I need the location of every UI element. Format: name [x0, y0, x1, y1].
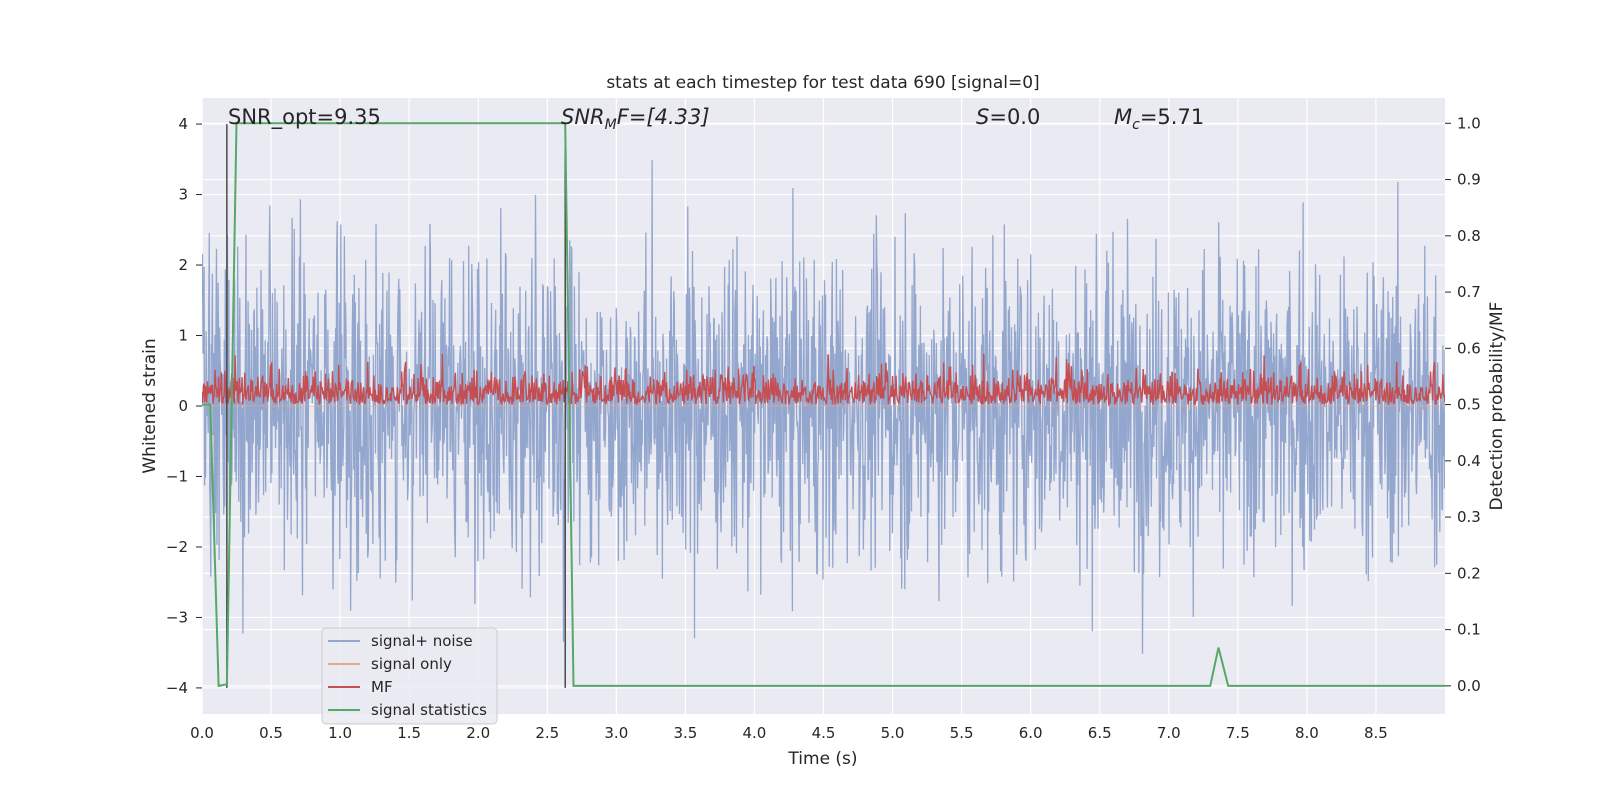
- y-tick-label: 0: [178, 397, 188, 415]
- legend-box: [321, 627, 498, 725]
- x-tick-label: 8.0: [1295, 724, 1319, 742]
- series-mf: [202, 353, 1445, 407]
- y2-tick-label: 1.0: [1457, 114, 1481, 132]
- series-signal-statistics: [202, 122, 1445, 688]
- x-tick-label: 6.5: [1088, 724, 1112, 742]
- s-annotation: S=0.0: [976, 105, 1040, 129]
- s-rest: =0.0: [989, 105, 1040, 129]
- y-tick-label: −3: [166, 608, 188, 626]
- mc-annotation: Mc=5.71: [1114, 105, 1204, 133]
- mc-subscript: c: [1132, 117, 1140, 133]
- x-axis-label: Time (s): [787, 749, 857, 769]
- snr-mf-annotation: SNRMF=[4.33]: [561, 105, 710, 133]
- x-tick-label: 0.0: [190, 724, 214, 742]
- data-layer: [202, 122, 1445, 688]
- x-tick-label: 4.0: [743, 724, 767, 742]
- y2-tick-label: 0.9: [1457, 171, 1481, 189]
- y-tick-label: 1: [178, 327, 188, 345]
- x-tick-label: 0.5: [259, 724, 283, 742]
- y-axis-label: Whitened strain: [140, 338, 160, 473]
- legend-label-noise: signal+ noise: [371, 632, 473, 650]
- y2-tick-label: 0.2: [1457, 564, 1481, 582]
- snr-mf-rest: F=[4.33]: [617, 105, 710, 129]
- snr-mf-subscript: M: [605, 117, 617, 133]
- series-group: [202, 122, 1445, 688]
- x-tick-label: 8.5: [1364, 724, 1388, 742]
- y-tick-label: 3: [178, 186, 188, 204]
- y2-tick-label: 0.0: [1457, 677, 1481, 695]
- ticks: 0.0 0.5 1.0 1.5 2.0 2.5 3.0 3.5 4.0 4.5 5.0 5.5 6.0 6…: [166, 114, 1481, 742]
- x-tick-label: 2.5: [535, 724, 559, 742]
- y-tick-label: −2: [166, 538, 188, 556]
- y2-tick-label: 0.7: [1457, 283, 1481, 301]
- y2-tick-label: 0.4: [1457, 452, 1481, 470]
- mc-italic: M: [1114, 105, 1132, 129]
- legend-label-mf: MF: [371, 678, 393, 696]
- x-tick-label: 7.5: [1226, 724, 1250, 742]
- x-tick-label: 5.0: [881, 724, 905, 742]
- legend-label-stats: signal statistics: [371, 701, 487, 719]
- snr-opt-annotation: SNR_opt=9.35: [228, 105, 381, 130]
- y-tick-label: −1: [166, 467, 188, 485]
- x-tick-label: 3.0: [604, 724, 628, 742]
- legend: signal+ noise signal only MF signal stat…: [321, 627, 498, 725]
- chart-title: stats at each timestep for test data 690…: [606, 73, 1039, 93]
- y-tick-label: 4: [178, 115, 188, 133]
- snr-mf-italic: SNR: [561, 105, 605, 129]
- x-tick-label: 1.5: [397, 724, 421, 742]
- y2-tick-label: 0.1: [1457, 621, 1481, 639]
- x-tick-label: 6.0: [1019, 724, 1043, 742]
- x-tick-label: 1.0: [328, 724, 352, 742]
- legend-label-signal-only: signal only: [371, 655, 452, 673]
- y2-tick-label: 0.3: [1457, 508, 1481, 526]
- x-tick-label: 4.5: [812, 724, 836, 742]
- y2-tick-label: 0.5: [1457, 396, 1481, 414]
- s-italic: S: [976, 105, 989, 129]
- x-tick-label: 2.0: [466, 724, 490, 742]
- y-tick-label: −4: [166, 679, 188, 697]
- x-tick-label: 5.5: [950, 724, 974, 742]
- x-tick-label: 3.5: [673, 724, 697, 742]
- x-tick-label: 7.0: [1157, 724, 1181, 742]
- y2-tick-label: 0.6: [1457, 339, 1481, 357]
- y2-tick-label: 0.8: [1457, 227, 1481, 245]
- y-tick-label: 2: [178, 256, 188, 274]
- y2-axis-label: Detection probability/MF: [1487, 302, 1507, 511]
- mc-rest: =5.71: [1140, 105, 1204, 129]
